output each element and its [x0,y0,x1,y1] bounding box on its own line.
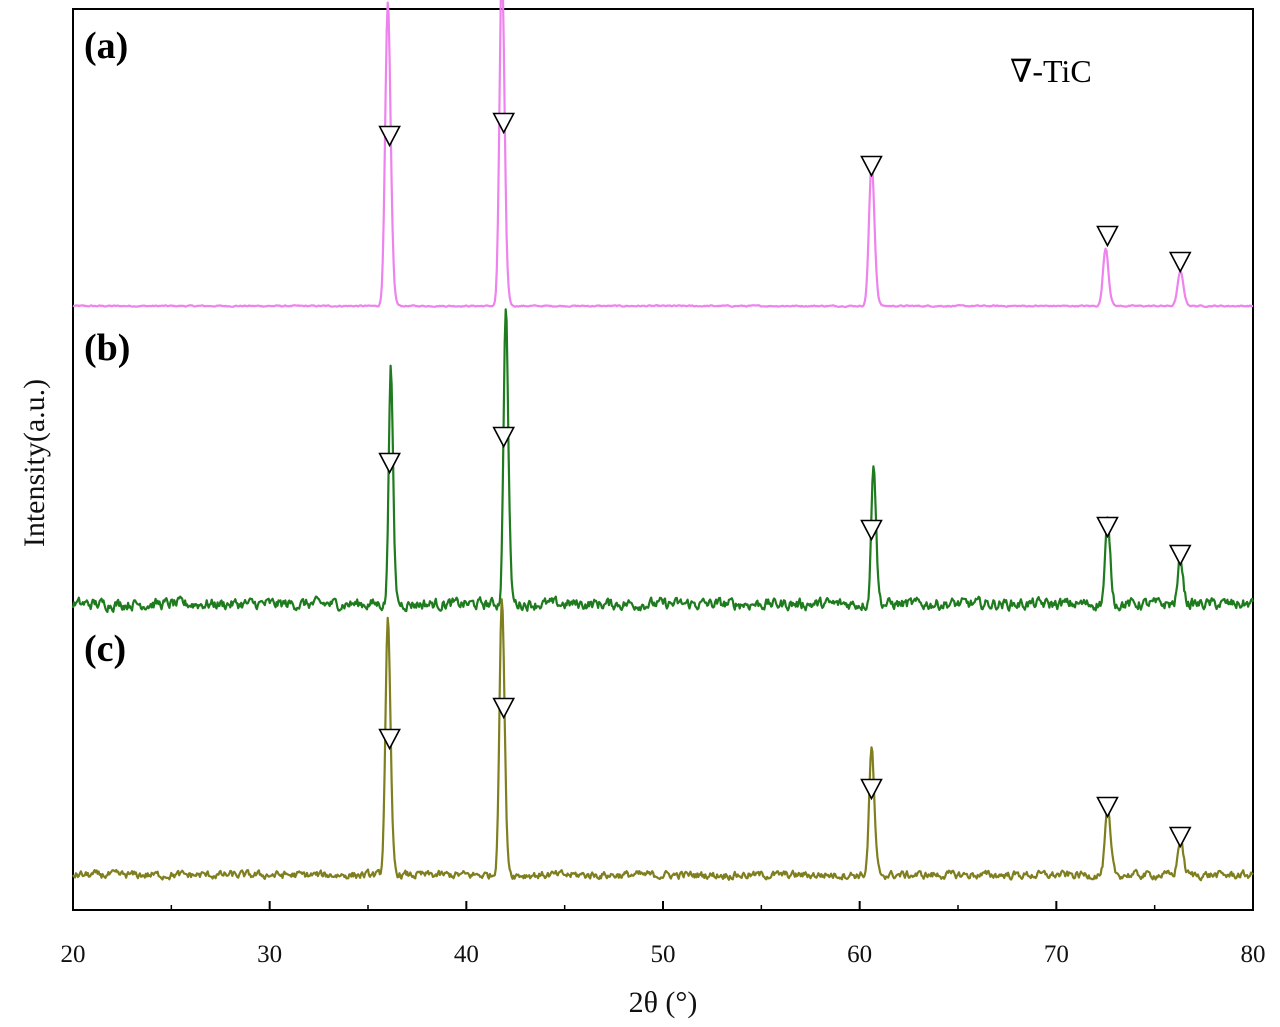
x-axis: 20 30 40 50 60 70 80 [61,901,1266,968]
x-tick-label: 20 [61,941,86,968]
tic-marker-icon [860,519,883,542]
panel-label-c: (c) [84,628,126,670]
tic-marker-icon [1096,796,1119,819]
spectrum-line-c [72,598,1254,882]
tic-marker-icon [860,155,883,178]
x-axis-title: 2θ (°) [629,986,698,1019]
x-tick-label: 80 [1241,941,1266,968]
tic-marker-icon [1096,225,1119,248]
x-tick-label: 30 [257,941,282,968]
legend-entry: ∇-TiC [1010,53,1092,89]
spectrum-line-a [72,0,1254,309]
peak-markers-group [378,112,1192,849]
tic-marker-icon [860,778,883,801]
tic-marker-icon [1168,251,1192,274]
x-tick-label: 70 [1044,941,1069,968]
tic-marker-icon [378,452,401,475]
tic-marker-icon [492,697,516,720]
x-tick-label: 50 [651,941,676,968]
y-axis-title: Intensity(a.u.) [18,379,51,547]
tic-marker-icon [1096,516,1119,539]
x-tick-label: 40 [454,941,479,968]
tic-marker-icon [1168,826,1192,849]
tic-marker-icon [492,112,516,135]
panel-label-b: (b) [84,327,130,369]
x-tick-label: 60 [847,941,872,968]
panel-label-a: (a) [84,25,128,67]
spectrum-line-b [71,308,1255,613]
tic-marker-icon [378,728,401,751]
plot-frame [72,8,1254,911]
spectra-group [71,0,1255,882]
tic-marker-icon [1168,544,1192,567]
tic-marker-icon [492,426,516,449]
tic-marker-icon [378,125,401,148]
